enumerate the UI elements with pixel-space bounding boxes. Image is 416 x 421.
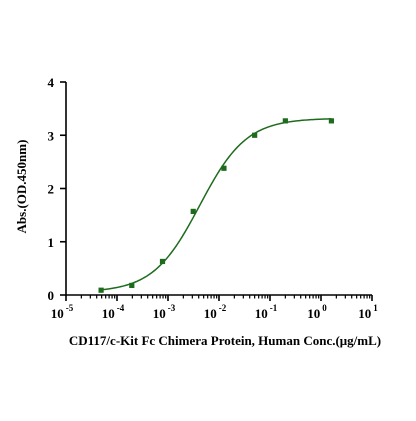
x-tick-label: 10 -1 [255,303,278,321]
y-tick-label: 2 [48,182,55,197]
y-tick-label: 3 [48,128,55,143]
fit-curve [101,118,332,291]
data-point [328,118,335,124]
y-tick-label: 1 [48,235,55,250]
data-point [190,208,196,214]
x-tick-label: 10 1 [358,303,378,321]
data-point [252,132,258,138]
data-point [98,287,104,293]
fit-curve-layer [101,118,332,291]
tick-labels-layer: 0 1 2 3 4 10 -5 10 -4 10 -3 10 -2 10 -1 10 0 10 1 [48,75,379,321]
x-tick-label: 10 -2 [204,303,227,321]
y-tick-label: 4 [48,75,55,90]
x-tick-label: 10 -5 [51,303,74,321]
x-axis-title: CD117/c-Kit Fc Chimera Protein, Human Co… [69,333,381,348]
data-points-layer [98,118,335,293]
y-axis-title: Abs.(OD.450nm) [14,140,29,234]
data-point [221,165,227,171]
x-tick-label: 10 -3 [153,303,176,321]
x-tick-label: 10 0 [307,303,327,321]
data-point [282,118,288,124]
data-point [129,282,135,289]
data-point [159,258,166,265]
axes [60,81,373,301]
y-tick-label: 0 [48,288,55,303]
x-tick-label: 10 -4 [102,303,125,321]
